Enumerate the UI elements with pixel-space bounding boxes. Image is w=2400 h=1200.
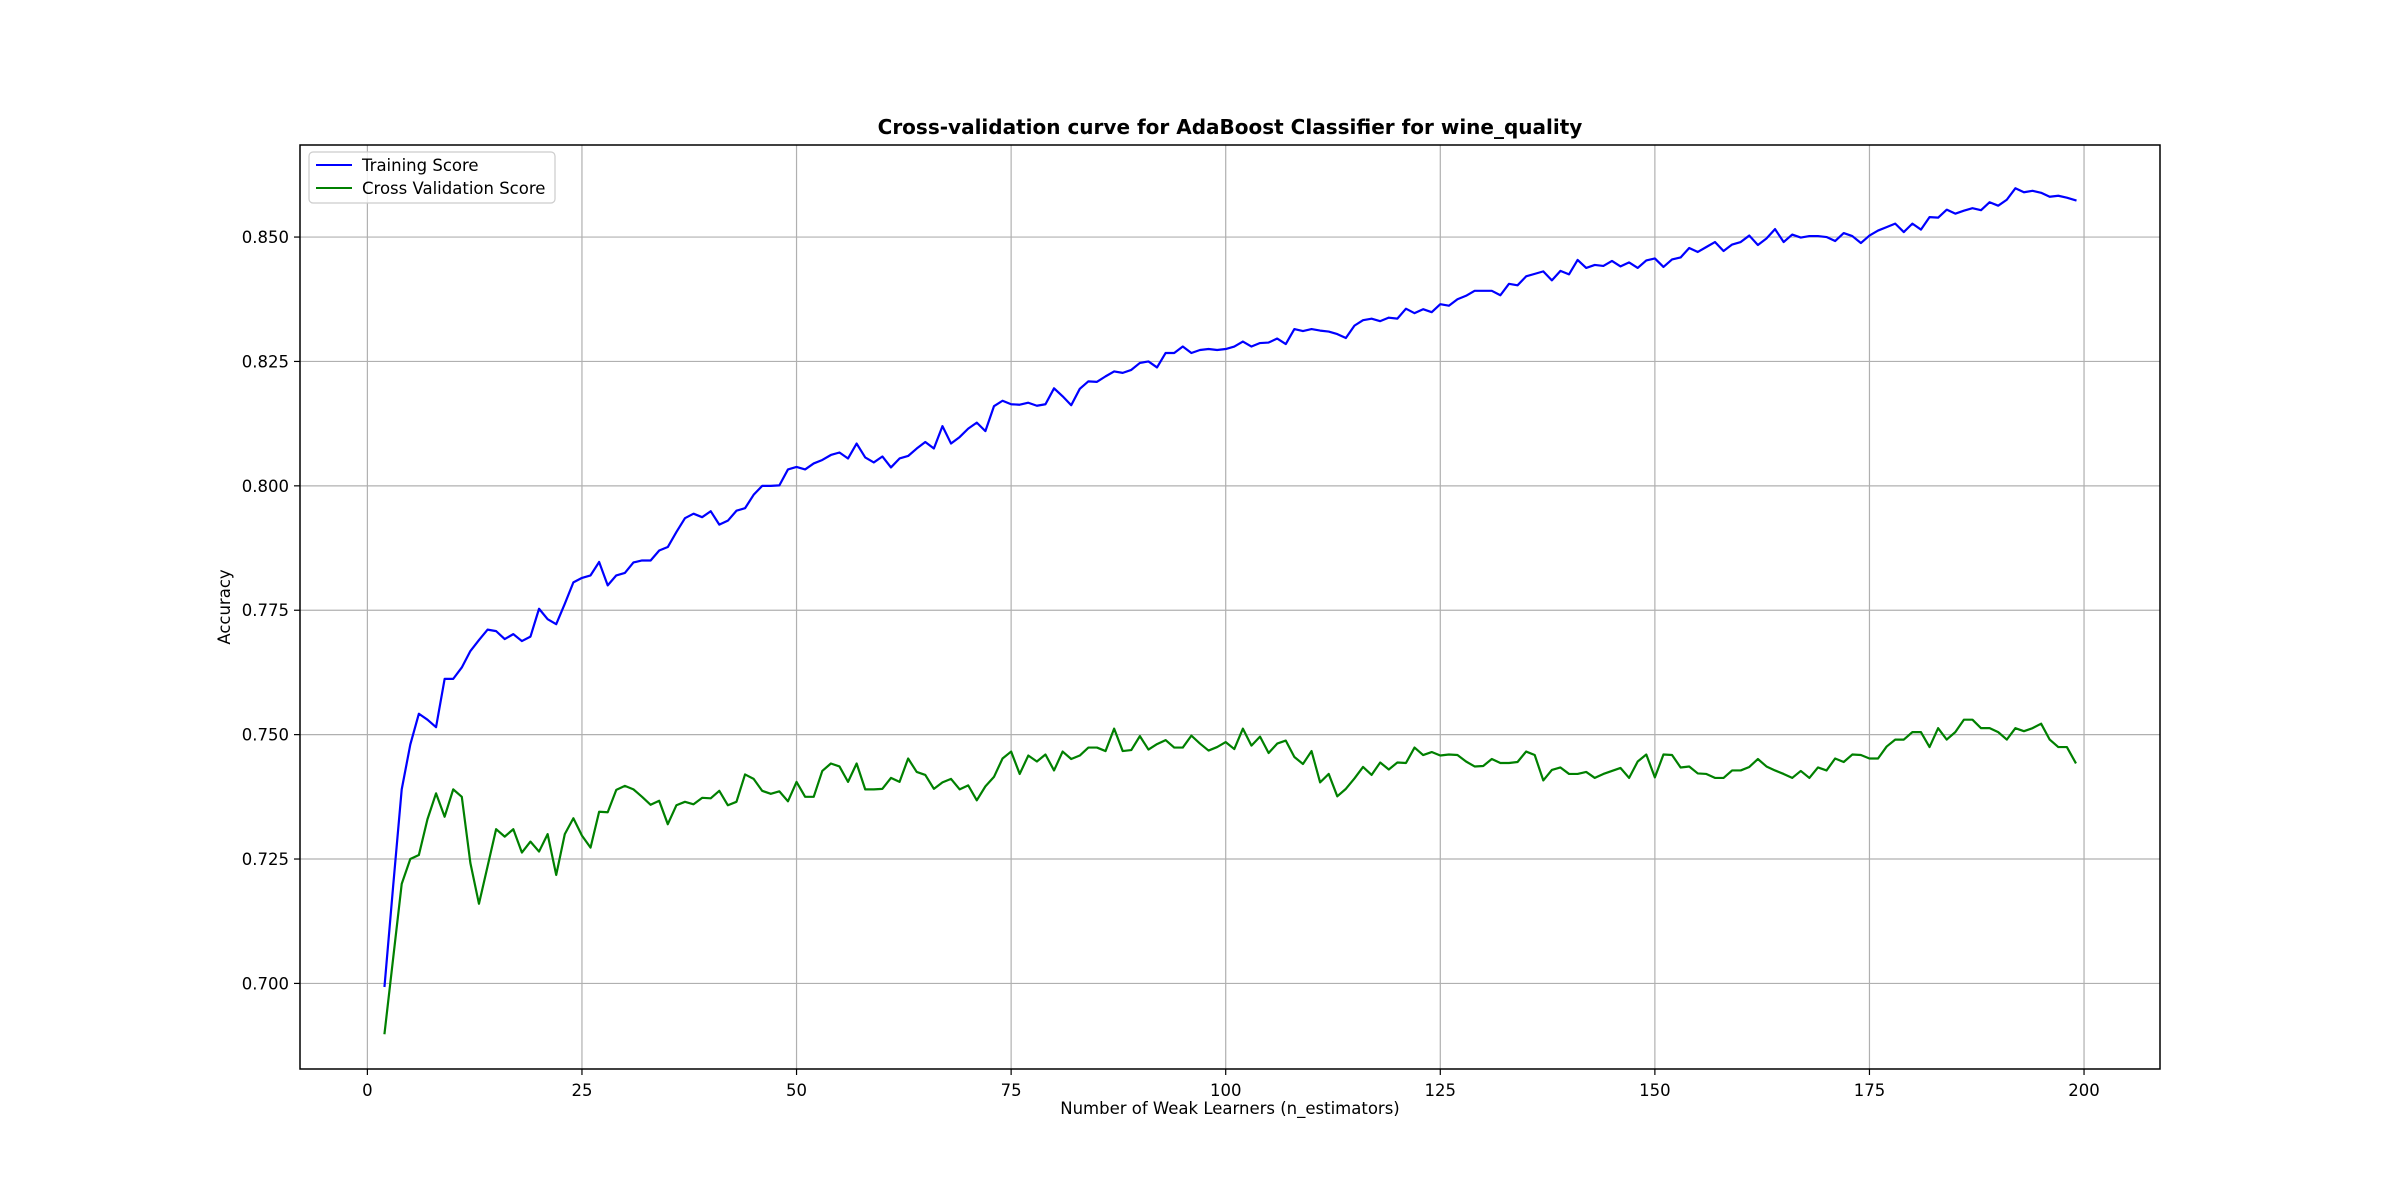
chart-title: Cross-validation curve for AdaBoost Clas… bbox=[878, 115, 1583, 139]
y-axis-label: Accuracy bbox=[215, 569, 234, 645]
y-tick-label: 0.750 bbox=[242, 726, 289, 745]
x-axis-ticks: 0 25 50 75 100 125 150 175 200 bbox=[362, 1069, 2100, 1100]
legend-box bbox=[308, 151, 556, 204]
x-tick-label: 200 bbox=[2068, 1081, 2100, 1100]
series-lines bbox=[383, 187, 2077, 1035]
x-tick-label: 25 bbox=[571, 1081, 592, 1100]
x-tick-label: 175 bbox=[1854, 1081, 1886, 1100]
y-tick-label: 0.825 bbox=[242, 352, 289, 371]
x-tick-label: 0 bbox=[362, 1081, 373, 1100]
series-line-training-score bbox=[383, 187, 2077, 988]
series-line-cross-validation-score bbox=[383, 718, 2077, 1035]
y-tick-label: 0.850 bbox=[242, 228, 289, 247]
x-axis-label: Number of Weak Learners (n_estimators) bbox=[1060, 1099, 1400, 1119]
legend-label-training: Training Score bbox=[361, 156, 479, 175]
legend: Training Score Cross Validation Score bbox=[308, 151, 556, 204]
y-axis-ticks: 0.700 0.725 0.750 0.775 0.800 0.825 0.850 bbox=[242, 228, 300, 993]
x-tick-label: 125 bbox=[1425, 1081, 1457, 1100]
y-tick-label: 0.725 bbox=[242, 850, 289, 869]
grid bbox=[300, 145, 2160, 1069]
plot-area-frame bbox=[299, 144, 2161, 1070]
y-tick-label: 0.800 bbox=[242, 477, 289, 496]
x-tick-label: 150 bbox=[1639, 1081, 1671, 1100]
y-tick-label: 0.700 bbox=[242, 974, 289, 993]
x-tick-label: 50 bbox=[786, 1081, 807, 1100]
legend-label-cv: Cross Validation Score bbox=[362, 179, 545, 198]
y-tick-label: 0.775 bbox=[242, 601, 289, 620]
x-tick-label: 100 bbox=[1210, 1081, 1242, 1100]
x-tick-label: 75 bbox=[1001, 1081, 1022, 1100]
